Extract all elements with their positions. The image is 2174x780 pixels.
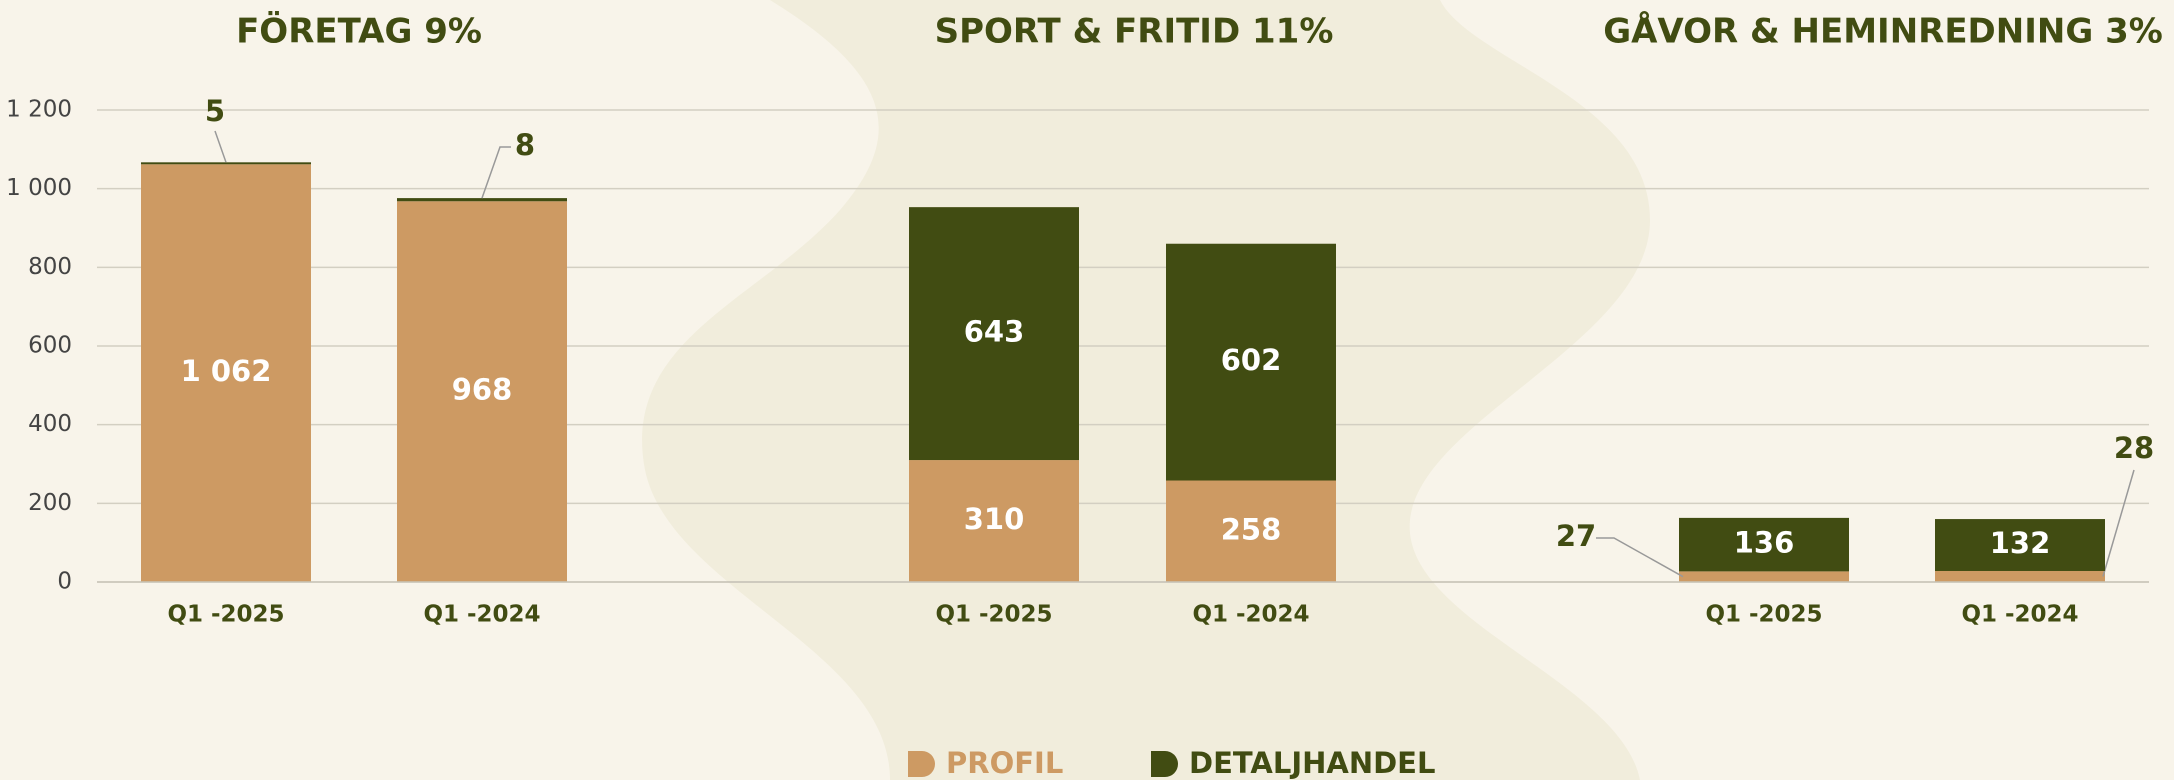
data-label: 310 bbox=[964, 502, 1025, 536]
bar-segment bbox=[1166, 480, 1336, 582]
group-title: FÖRETAG 9% bbox=[236, 11, 482, 52]
x-tick-label: Q1 -2025 bbox=[167, 602, 284, 628]
x-tick-label: Q1 -2024 bbox=[1192, 602, 1309, 628]
background-wave bbox=[642, 0, 1650, 780]
bar-segment bbox=[397, 198, 567, 202]
y-tick-label: 0 bbox=[57, 569, 72, 595]
y-tick-label: 600 bbox=[28, 333, 72, 359]
group-title: SPORT & FRITID 11% bbox=[935, 12, 1334, 52]
data-label: 136 bbox=[1734, 526, 1795, 560]
y-tick-label: 1 000 bbox=[6, 175, 72, 201]
group-title: GÅVOR & HEMINREDNING 3% bbox=[1603, 11, 2163, 52]
legend-swatch bbox=[908, 751, 935, 777]
data-label: 8 bbox=[515, 128, 535, 162]
data-label: 132 bbox=[1990, 526, 2051, 560]
leader-line bbox=[481, 146, 511, 199]
data-label: 602 bbox=[1221, 343, 1282, 377]
data-label: 258 bbox=[1221, 512, 1282, 546]
leader-line bbox=[1596, 537, 1684, 578]
y-tick-label: 1 200 bbox=[6, 97, 72, 123]
bar-segment bbox=[141, 164, 311, 582]
x-tick-label: Q1 -2024 bbox=[1961, 602, 2078, 628]
x-tick-label: Q1 -2025 bbox=[1705, 602, 1822, 628]
y-tick-label: 200 bbox=[28, 490, 72, 516]
data-label: 27 bbox=[1556, 519, 1596, 553]
bar-segment bbox=[1935, 519, 2105, 571]
bar-segment bbox=[909, 460, 1079, 582]
bar-segment bbox=[397, 201, 567, 582]
data-label: 28 bbox=[2114, 431, 2154, 465]
data-label: 968 bbox=[452, 373, 513, 407]
y-tick-label: 800 bbox=[28, 254, 72, 280]
bar-segment bbox=[909, 207, 1079, 461]
bar-segment bbox=[1935, 570, 2105, 582]
x-tick-label: Q1 -2024 bbox=[423, 602, 540, 628]
x-tick-label: Q1 -2025 bbox=[935, 602, 1052, 628]
data-label: 5 bbox=[205, 94, 225, 128]
data-label: 643 bbox=[964, 315, 1025, 349]
leader-line bbox=[2102, 469, 2135, 577]
y-tick-label: 400 bbox=[28, 411, 72, 437]
legend-swatch bbox=[1151, 751, 1178, 777]
bar-segment bbox=[1166, 243, 1336, 481]
leader-line bbox=[214, 130, 227, 163]
bar-segment bbox=[1679, 517, 1849, 572]
data-label: 1 062 bbox=[181, 354, 272, 388]
legend-label: DETALJHANDEL bbox=[1189, 746, 1435, 780]
bar-segment bbox=[141, 162, 311, 165]
legend-label: PROFIL bbox=[946, 746, 1063, 780]
bar-segment bbox=[1679, 571, 1849, 582]
